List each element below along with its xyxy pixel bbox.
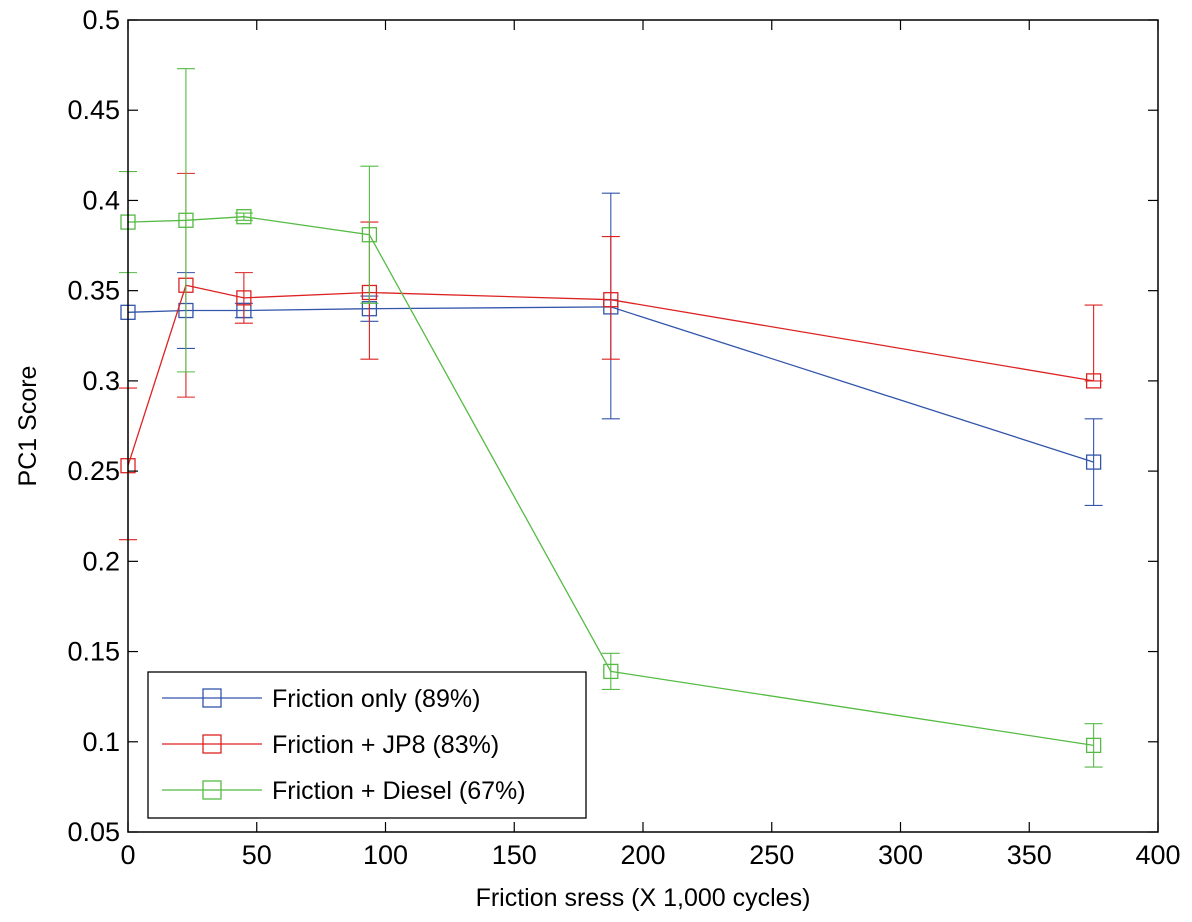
x-tick-label: 300 (878, 840, 923, 870)
series-line (127, 284, 1094, 466)
series-line (127, 306, 1094, 463)
x-tick-label: 350 (1007, 840, 1052, 870)
series-3 (119, 68, 1103, 768)
y-tick-label: 0.45 (67, 95, 120, 125)
error-bar (1084, 418, 1103, 506)
error-bar (234, 212, 253, 221)
data-point (603, 292, 619, 308)
error-bar (601, 652, 620, 690)
legend-entry: Friction + Diesel (67%) (162, 777, 526, 805)
data-point (1085, 737, 1102, 754)
y-tick-label: 0.15 (67, 637, 120, 667)
x-tick-label: 400 (1135, 840, 1180, 870)
x-tick-label: 100 (363, 840, 408, 870)
y-tick-label: 0.05 (67, 817, 120, 847)
y-tick-label: 0.35 (67, 276, 120, 306)
y-tick-label: 0.5 (82, 5, 120, 35)
legend-swatch-marker (202, 688, 222, 708)
data-point (1085, 454, 1102, 470)
legend-swatch-marker (202, 780, 222, 800)
y-tick-label: 0.2 (82, 546, 120, 576)
x-tick-label: 250 (749, 840, 794, 870)
y-tick-label: 0.1 (82, 727, 120, 757)
legend-entry: Friction only (89%) (162, 685, 480, 713)
data-point (236, 209, 252, 225)
error-bar (601, 235, 620, 360)
legend-label: Friction + Diesel (67%) (272, 777, 526, 805)
data-point (1085, 373, 1102, 389)
data-point (236, 290, 252, 306)
legend-label: Friction only (89%) (272, 685, 480, 713)
x-tick-label: 150 (492, 840, 537, 870)
legend-entry: Friction + JP8 (83%) (162, 731, 499, 759)
error-bar (234, 272, 253, 324)
data-point (178, 212, 194, 228)
error-bar (1084, 723, 1103, 768)
y-tick-label: 0.4 (82, 185, 120, 215)
legend-label: Friction + JP8 (83%) (272, 731, 499, 759)
error-bar (360, 165, 379, 304)
y-tick-label: 0.25 (67, 456, 120, 486)
y-tick-label: 0.3 (82, 366, 120, 396)
error-bar (176, 68, 195, 373)
data-point (361, 227, 378, 243)
legend-swatch-marker (202, 734, 222, 754)
ticks-layer: 0 50 100 150 200 250 300 350 400 0.05 0.1 0.15 0.2 0.… (67, 5, 1180, 870)
legend: Friction only (89%) Friction + JP8 (83%) F… (147, 671, 587, 819)
x-tick-label: 200 (620, 840, 665, 870)
x-tick-label: 50 (242, 840, 272, 870)
y-axis-label: PC1 Score (14, 366, 42, 487)
data-point (603, 663, 619, 680)
error-bar (1084, 304, 1103, 382)
series-line (127, 216, 1094, 747)
x-tick-label: 0 (120, 840, 135, 870)
x-axis-label: Friction sress (X 1,000 cycles) (476, 884, 811, 912)
